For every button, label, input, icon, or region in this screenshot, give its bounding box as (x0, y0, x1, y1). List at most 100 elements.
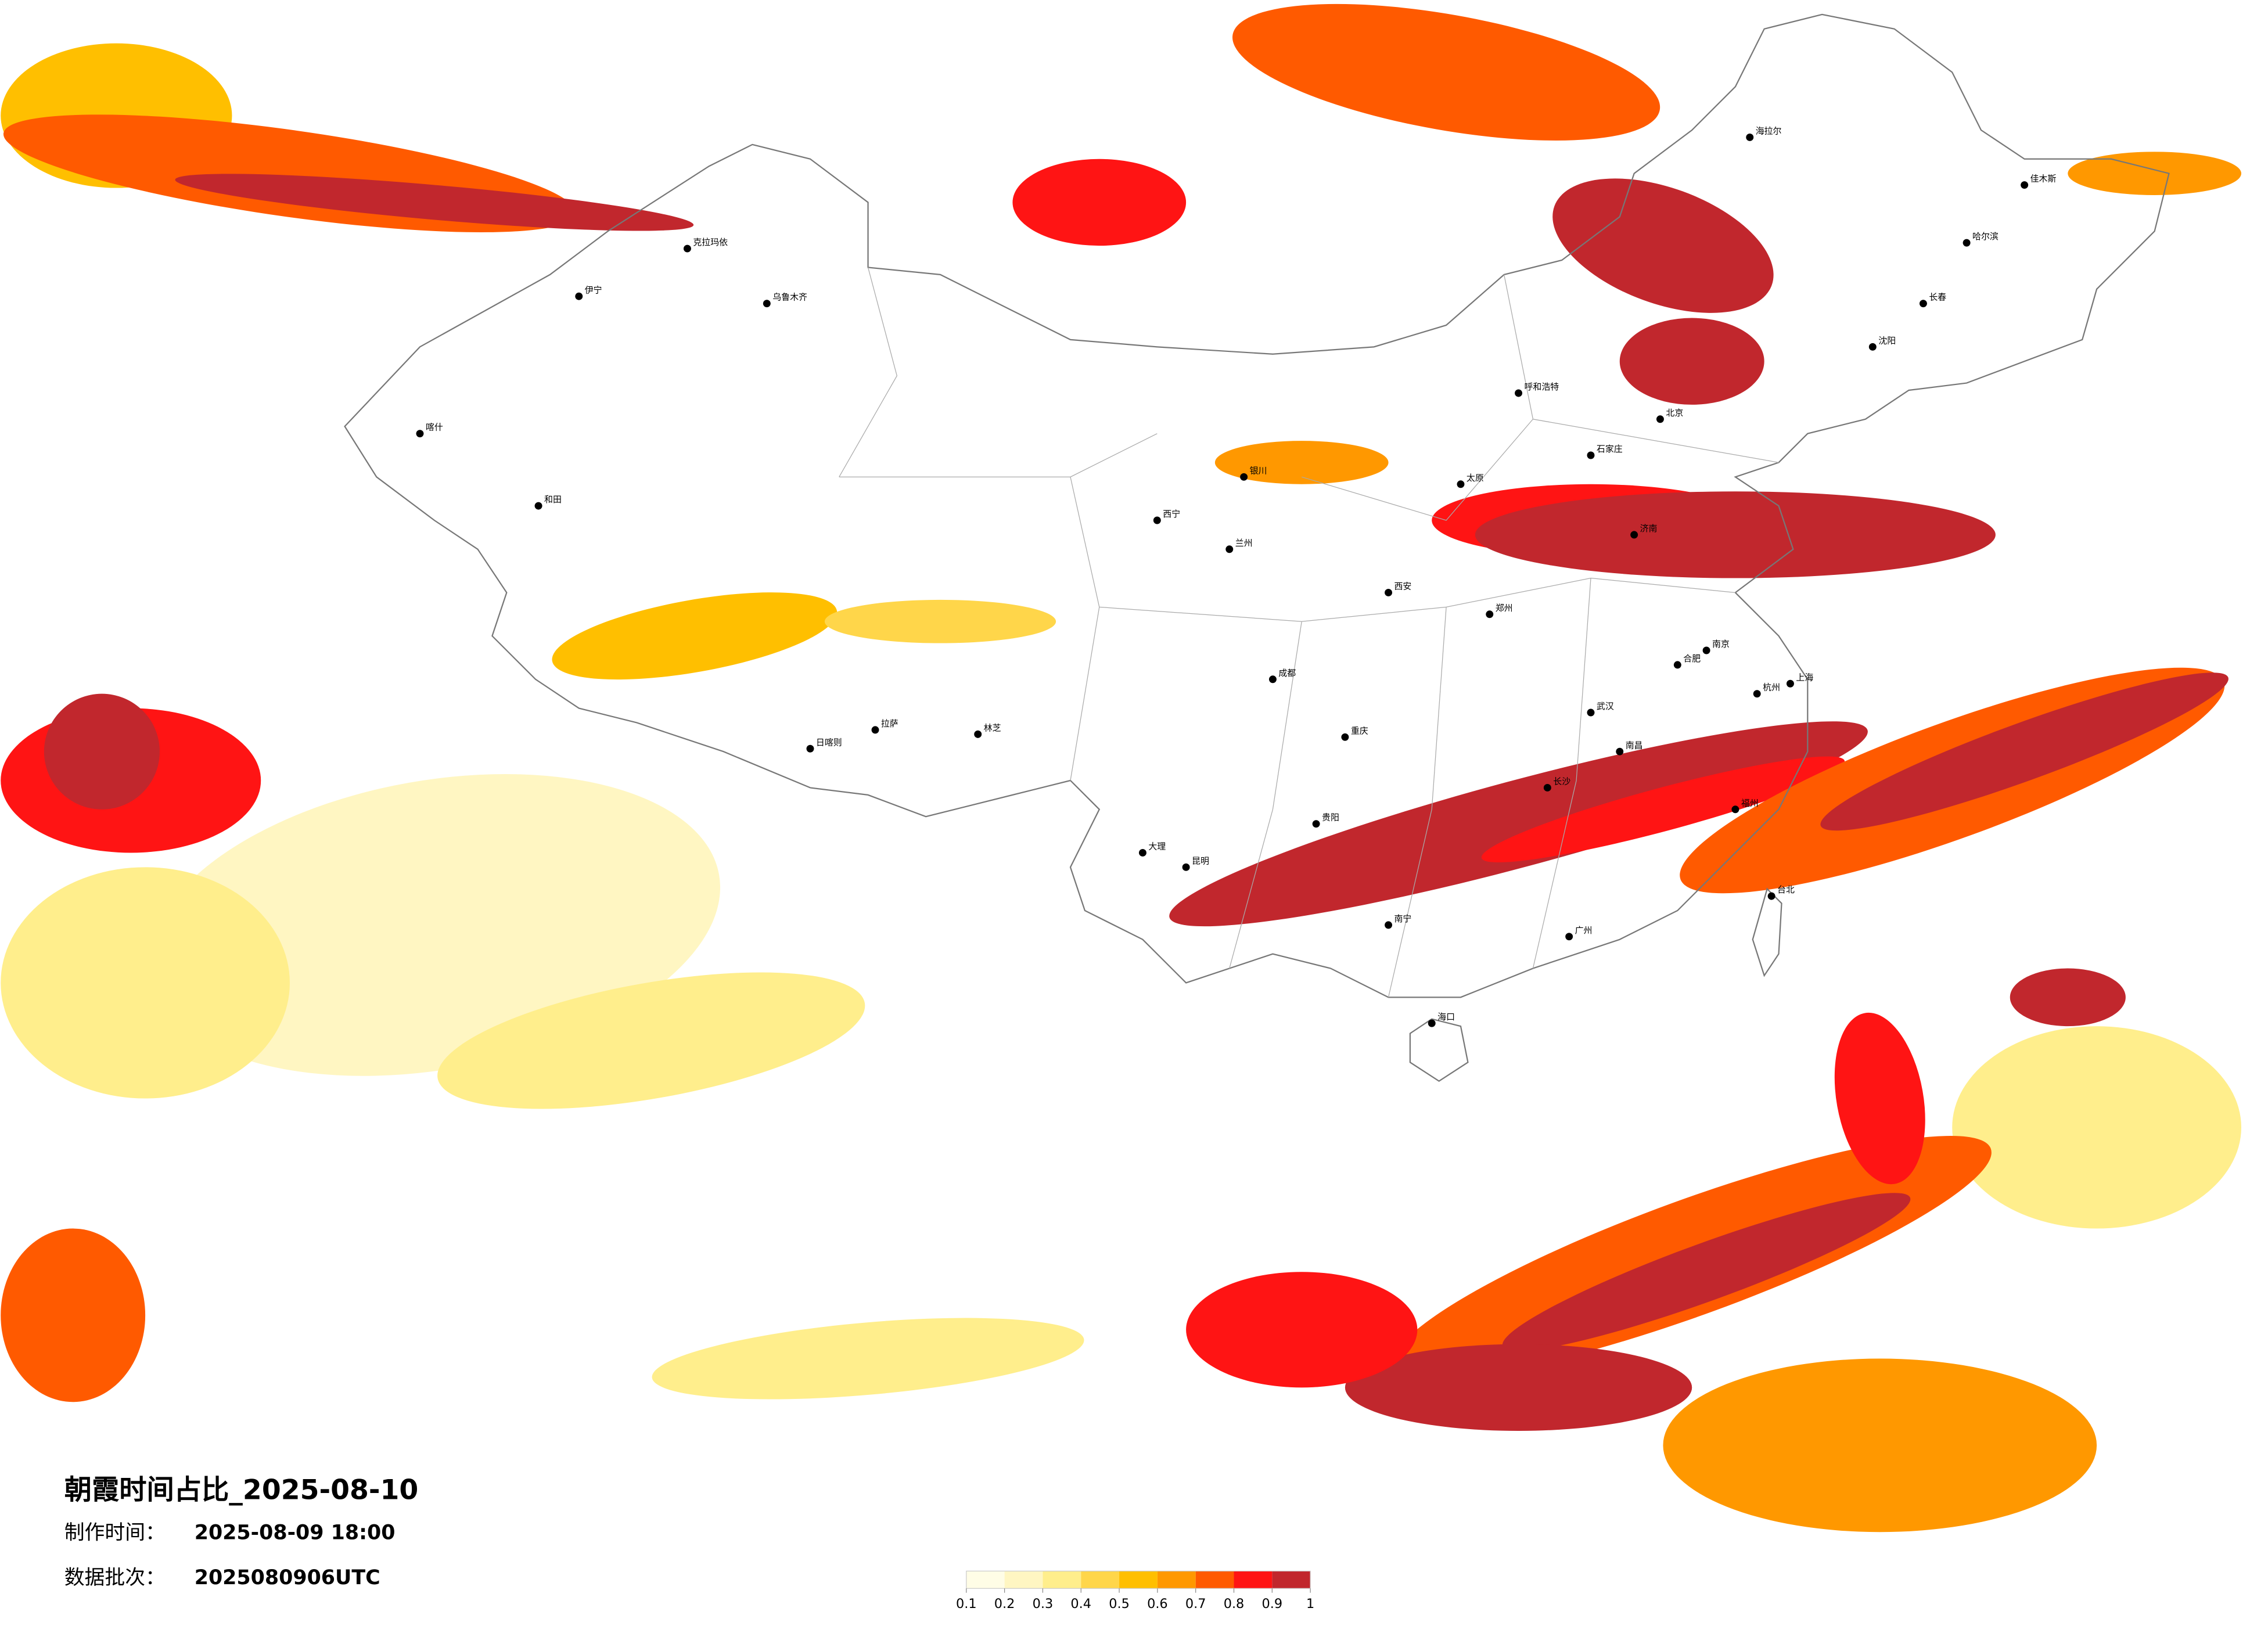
city-label: 乌鲁木齐 (772, 292, 807, 303)
heat-blob (1502, 1193, 1911, 1351)
heat-blob (1186, 1272, 1418, 1388)
heat-blob (1952, 1026, 2241, 1229)
city-label: 杭州 (1763, 682, 1780, 693)
city-label: 合肥 (1683, 653, 1701, 664)
city-label: 长春 (1929, 292, 1946, 303)
city-dot (1630, 531, 1638, 539)
heat-layer (1, 3, 2241, 1533)
city-dot (1786, 679, 1794, 688)
city-label: 台北 (1777, 884, 1795, 895)
city-dot (1731, 805, 1739, 814)
heat-blob (1, 1228, 146, 1402)
city-dot (1587, 708, 1595, 717)
city-label: 上海 (1796, 672, 1813, 682)
heat-blob (1475, 491, 1996, 578)
legend-frame (966, 1570, 1311, 1589)
city-dot (683, 244, 691, 253)
heat-blob (552, 592, 838, 680)
legend-tick-label: 1 (1306, 1596, 1314, 1611)
legend-swatch (1004, 1571, 1043, 1589)
city-label: 成都 (1278, 668, 1296, 678)
city-dot (1268, 675, 1277, 684)
city-dot (1138, 848, 1146, 857)
city-dot (416, 430, 424, 438)
city-label: 拉萨 (881, 718, 898, 729)
city-label: 重庆 (1351, 725, 1368, 736)
legend-swatch (1234, 1571, 1273, 1589)
city-label: 贵阳 (1322, 812, 1339, 823)
legend-tick-label: 0.9 (1262, 1596, 1283, 1611)
legend-swatch (966, 1571, 1005, 1589)
heat-blob (1, 867, 290, 1099)
legend-tick-label: 0.5 (1109, 1596, 1130, 1611)
city-label: 广州 (1575, 925, 1593, 936)
city-label: 西安 (1394, 581, 1412, 591)
city-dot (534, 502, 542, 510)
heat-blob (1820, 672, 2229, 831)
city-label: 佳木斯 (2030, 174, 2057, 184)
city-label: 济南 (1640, 523, 1658, 534)
city-dot (974, 730, 982, 738)
city-dot (2021, 181, 2029, 189)
city-label: 和田 (544, 494, 562, 505)
heat-blob (1345, 1344, 1692, 1431)
legend-swatch (1195, 1571, 1234, 1589)
city-dot (1565, 933, 1573, 941)
heat-blob (1012, 159, 1187, 246)
city-dot (1240, 473, 1248, 481)
city-dot (1963, 239, 1971, 247)
heat-blob (1232, 3, 1660, 141)
title: 朝霞时间占比_2025-08-10 (64, 1474, 419, 1506)
city-dot (1225, 545, 1234, 553)
city-dot (1746, 133, 1754, 141)
city-label: 喀什 (426, 422, 443, 433)
city-dot (1457, 480, 1465, 488)
legend-swatch (1081, 1571, 1120, 1589)
heat-blob (824, 599, 1056, 643)
city-dot (1753, 690, 1761, 698)
city-dot (1868, 343, 1877, 351)
city-label: 呼和浩特 (1525, 382, 1559, 392)
city-label: 沈阳 (1878, 335, 1896, 346)
legend-tick-label: 0.8 (1224, 1596, 1245, 1611)
city-label: 石家庄 (1597, 444, 1623, 454)
city-label: 郑州 (1496, 603, 1513, 613)
city-dot (1385, 921, 1393, 929)
city-label: 武汉 (1597, 701, 1614, 711)
heat-blob (1619, 318, 1764, 405)
china-outline (344, 13, 2170, 1082)
city-dot (763, 300, 771, 308)
city-label: 南京 (1712, 639, 1730, 649)
city-dot (1341, 733, 1349, 741)
city-label: 日喀则 (816, 737, 842, 747)
legend-tick-label: 0.6 (1147, 1596, 1168, 1611)
heat-blob (1663, 1358, 2097, 1533)
city-dot (1587, 451, 1595, 459)
city-dot (1543, 783, 1551, 792)
city-dot (1182, 863, 1190, 871)
city-dot (1656, 415, 1664, 423)
legend-swatch (1119, 1571, 1158, 1589)
city-label: 哈尔滨 (1972, 231, 1999, 242)
city-label: 南宁 (1394, 913, 1412, 924)
meta-value: 2025-08-09 18:00 (195, 1521, 396, 1545)
heat-blob (1552, 178, 1774, 313)
city-dot (1515, 389, 1523, 397)
meta-value: 2025080906UTC (195, 1566, 380, 1589)
city-dot (871, 726, 879, 734)
city-label: 大理 (1148, 841, 1166, 851)
city-label: 海拉尔 (1756, 125, 1782, 136)
city-label: 海口 (1437, 1012, 1455, 1022)
city-label: 伊宁 (585, 285, 602, 295)
heat-blob (2068, 152, 2241, 195)
city-label: 福州 (1741, 798, 1759, 808)
city-dot (806, 744, 814, 753)
legend: 0.1 0.2 0.3 0.4 0.5 0.6 0.7 0.8 0.9 1 (956, 1570, 1314, 1611)
heat-blob (44, 693, 160, 810)
city-label: 太原 (1467, 473, 1484, 483)
city-label: 昆明 (1192, 855, 1209, 866)
city-dot (1919, 300, 1927, 308)
city-dot (1385, 588, 1393, 596)
